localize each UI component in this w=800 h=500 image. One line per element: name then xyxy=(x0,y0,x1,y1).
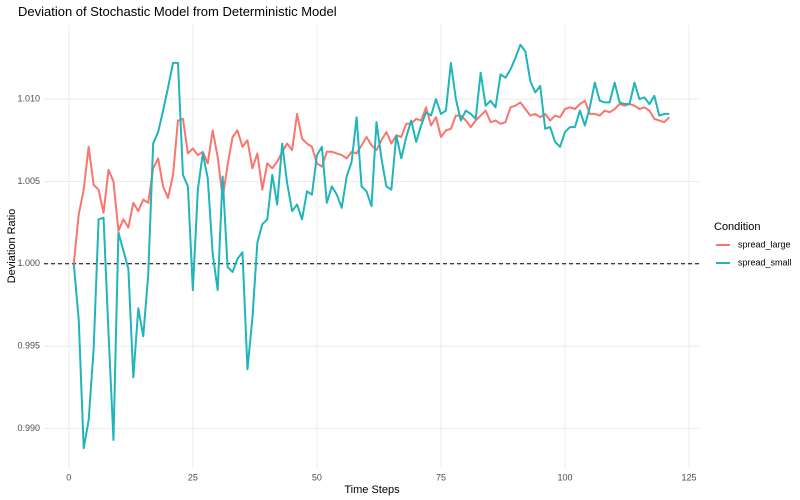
y-tick-label: 1.005 xyxy=(17,176,40,186)
x-tick-label: 50 xyxy=(312,472,322,482)
x-tick-label: 0 xyxy=(66,472,71,482)
legend-label: spread_small xyxy=(738,257,792,267)
x-tick-label: 75 xyxy=(436,472,446,482)
x-tick-label: 100 xyxy=(558,472,573,482)
line-series xyxy=(72,43,670,450)
y-tick-label: 0.995 xyxy=(17,341,40,351)
chart-title: Deviation of Stochastic Model from Deter… xyxy=(18,4,337,19)
y-tick-label: 0.990 xyxy=(17,423,40,433)
y-tick-label: 1.010 xyxy=(17,93,40,103)
legend-title: Condition xyxy=(714,221,760,233)
x-tick-label: 25 xyxy=(188,472,198,482)
legend-label: spread_large xyxy=(738,239,791,249)
x-axis-title: Time Steps xyxy=(344,484,400,496)
y-axis-title: Deviation Ratio xyxy=(6,209,18,284)
y-tick-label: 1.000 xyxy=(17,258,40,268)
line-series xyxy=(72,99,670,264)
x-tick-label: 125 xyxy=(682,472,697,482)
